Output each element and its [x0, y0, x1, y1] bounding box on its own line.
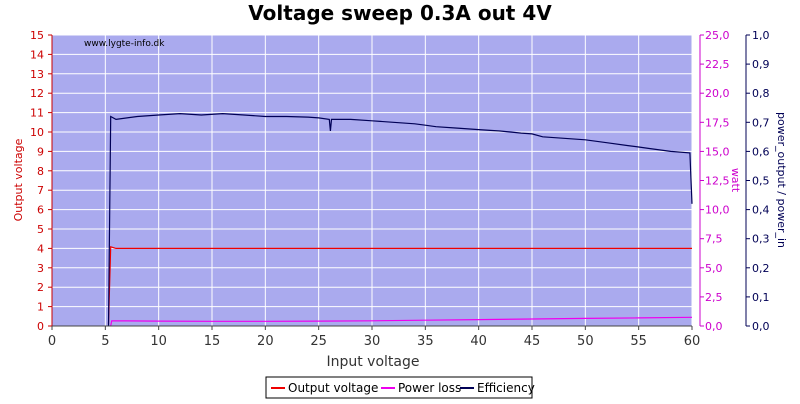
y-left-tick-label: 3 [37, 262, 44, 275]
y-right2-axis-label: power_output / power_in [775, 112, 788, 248]
watermark: www.lygte-info.dk [84, 39, 165, 49]
y-right2-tick-label: 0,7 [752, 116, 770, 129]
y-right2-tick-label: 1,0 [752, 29, 770, 42]
y-right1-axis-label: watt [729, 168, 742, 193]
y-left-tick-label: 15 [30, 29, 44, 42]
y-left-tick-label: 14 [30, 48, 44, 61]
y-right1-tick-label: 2,5 [705, 291, 723, 304]
y-left-tick-label: 9 [37, 145, 44, 158]
x-tick-label: 5 [101, 334, 109, 349]
y-left-tick-label: 12 [30, 87, 44, 100]
legend-box [265, 376, 533, 399]
y-right2-tick-label: 0,8 [752, 87, 770, 100]
x-tick-label: 0 [48, 334, 56, 349]
chart-title: Voltage sweep 0.3A out 4V [248, 1, 552, 25]
y-left-tick-label: 4 [37, 242, 44, 255]
y-right1-tick-label: 17,5 [705, 116, 730, 129]
y-right2-tick-label: 0,3 [752, 233, 770, 246]
legend-label-output-voltage: Output voltage [288, 381, 378, 395]
x-tick-label: 15 [204, 334, 221, 349]
y-left-tick-label: 2 [37, 281, 44, 294]
power-loss-line [110, 316, 693, 327]
grid-lines [51, 34, 693, 327]
x-tick-label: 40 [470, 334, 487, 349]
y-right1-tick-label: 22,5 [705, 58, 730, 71]
x-tick-label: 25 [310, 334, 327, 349]
x-axis-label: Input voltage [326, 354, 419, 370]
x-tick-label: 55 [630, 334, 647, 349]
y-right2-tick-label: 0,9 [752, 58, 770, 71]
legend-label-power-loss: Power loss [398, 381, 461, 395]
y-right2-tick-label: 0,0 [752, 320, 770, 333]
x-tick-label: 20 [257, 334, 274, 349]
x-tick-label: 45 [524, 334, 541, 349]
x-tick-label: 30 [364, 334, 381, 349]
x-tick-label: 60 [684, 334, 701, 349]
y-right1-tick-label: 12,5 [705, 175, 730, 188]
x-tick-label: 35 [417, 334, 434, 349]
y-left-tick-label: 7 [37, 184, 44, 197]
y-left-tick-label: 8 [37, 165, 44, 178]
y-right1-tick-label: 15,0 [705, 145, 730, 158]
x-tick-label: 10 [150, 334, 167, 349]
efficiency-line [107, 112, 693, 327]
y-right2-tick-label: 0,2 [752, 262, 770, 275]
y-left-tick-label: 6 [37, 204, 44, 217]
y-right1-tick-label: 20,0 [705, 87, 730, 100]
y-right2-tick-label: 0,4 [752, 204, 770, 217]
x-tick-label: 50 [577, 334, 594, 349]
y-left-tick-label: 0 [37, 320, 44, 333]
legend-label-efficiency: Efficiency [477, 381, 535, 395]
y-right2-tick-label: 0,5 [752, 175, 770, 188]
y-left-tick-label: 1 [37, 301, 44, 314]
y-right1-tick-label: 10,0 [705, 204, 730, 217]
y-left-axis-label: Output voltage [12, 138, 25, 221]
y-left-tick-label: 5 [37, 223, 44, 236]
axes-layer: 01234567891011121314150,02,55,07,510,012… [30, 29, 770, 349]
y-right1-tick-label: 0,0 [705, 320, 723, 333]
y-right1-tick-label: 7,5 [705, 233, 723, 246]
y-right2-tick-label: 0,1 [752, 291, 770, 304]
y-right1-tick-label: 5,0 [705, 262, 723, 275]
y-left-tick-label: 13 [30, 68, 44, 81]
legend: Output voltage Power loss Efficiency [265, 376, 535, 399]
y-right1-tick-label: 25,0 [705, 29, 730, 42]
y-right2-tick-label: 0,6 [752, 145, 770, 158]
y-left-tick-label: 10 [30, 126, 44, 139]
series-layer [107, 112, 693, 327]
y-left-tick-label: 11 [30, 107, 44, 120]
output-voltage-line [107, 245, 692, 325]
